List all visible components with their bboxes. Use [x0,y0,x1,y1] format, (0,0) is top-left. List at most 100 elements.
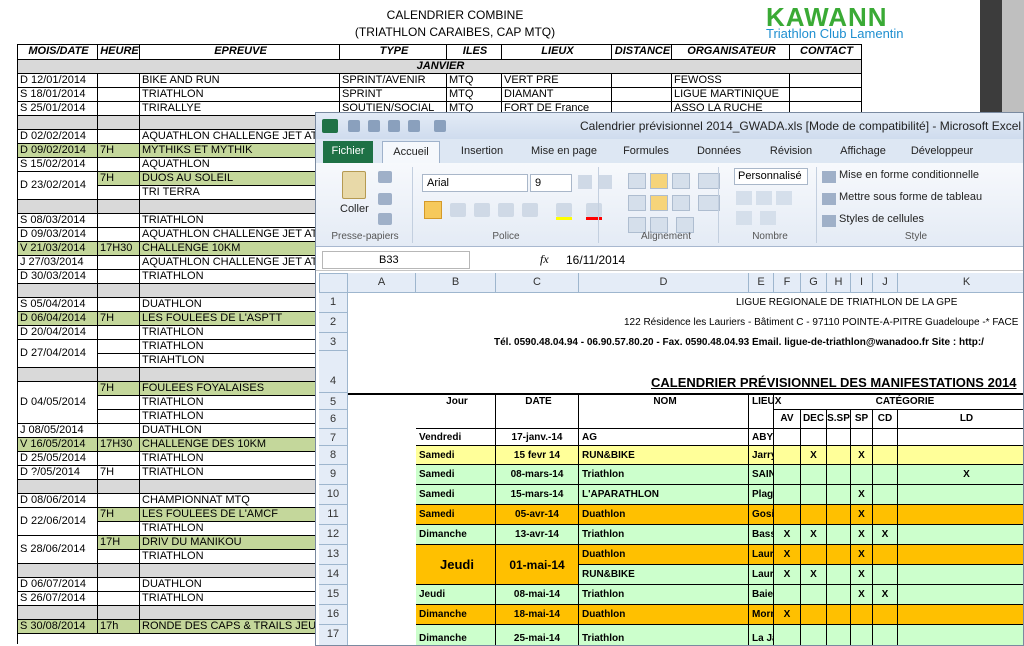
empty-cell[interactable] [873,565,898,585]
format-button[interactable] [498,203,514,217]
cell[interactable]: 25-mai-14 [496,625,579,645]
empty-cell[interactable] [898,625,1023,645]
align-button[interactable] [628,195,646,211]
cell[interactable]: X [774,545,801,565]
empty-cell[interactable] [873,465,898,485]
cell[interactable]: Samedi [416,505,496,525]
column-letter[interactable]: H [827,273,851,293]
quick-access-icon[interactable] [434,120,446,132]
cell[interactable]: 08-mai-14 [496,585,579,605]
cell[interactable]: Plage de la Datcha -Gosier- [749,485,882,505]
number-button[interactable] [736,191,752,205]
cell[interactable]: Samedi [416,446,496,465]
column-letter[interactable]: F [774,273,801,293]
empty-cell[interactable] [851,465,873,485]
cell[interactable]: Dimanche [416,525,496,545]
cell[interactable]: X [873,525,898,545]
style-icon[interactable] [822,215,836,227]
cell[interactable]: L'APARATHLON [579,485,749,505]
quick-access-icon[interactable] [408,120,420,132]
row-number[interactable]: 13 [319,545,348,565]
empty-cell[interactable] [873,505,898,525]
ribbon-tab[interactable]: Insertion [460,145,504,157]
align-button[interactable] [628,173,646,189]
column-letter[interactable]: K [898,273,1023,293]
row-number[interactable]: 3 [319,333,348,351]
row-number[interactable]: 16 [319,605,348,625]
number-button[interactable] [736,211,752,225]
ribbon-tab[interactable]: Développeur [910,145,974,157]
paste-icon[interactable] [342,171,366,199]
cell[interactable]: Triathlon [579,525,749,545]
empty-cell[interactable] [801,605,827,625]
cell[interactable]: 05-avr-14 [496,505,579,525]
empty-cell[interactable] [898,446,1023,465]
empty-cell[interactable] [774,446,801,465]
quick-access-icon[interactable] [348,120,360,132]
cell[interactable]: X [851,505,873,525]
ribbon-tab[interactable]: Mise en page [530,145,598,157]
cell[interactable]: Samedi [416,485,496,505]
column-letter[interactable]: G [801,273,827,293]
cell[interactable]: Samedi [416,465,496,485]
format-button[interactable] [522,203,538,217]
cell[interactable]: Vendredi [416,429,496,446]
row-number[interactable]: 7 [319,429,348,446]
align-button[interactable] [650,173,668,189]
cell[interactable]: X [851,545,873,565]
style-button[interactable]: Mise en forme conditionnelle [839,169,980,181]
cell[interactable]: AG [579,429,749,446]
empty-cell[interactable] [801,625,827,645]
empty-cell[interactable] [873,446,898,465]
cell[interactable]: X [898,465,1023,485]
cell[interactable]: X [801,446,827,465]
align-button[interactable] [672,195,690,211]
cell[interactable]: La Jaille "Petits Loups" [749,625,864,645]
empty-cell[interactable] [827,545,851,565]
cell[interactable]: Duathlon [579,605,749,625]
empty-cell[interactable] [801,485,827,505]
row-number[interactable]: 10 [319,485,348,505]
empty-cell[interactable] [898,505,1023,525]
cell[interactable]: X [873,585,898,605]
cell[interactable]: Jeudi [416,585,496,605]
align-button[interactable] [650,217,668,233]
cell[interactable]: Triathlon [579,585,749,605]
column-letter[interactable]: E [749,273,774,293]
align-button[interactable] [698,195,720,211]
row-number[interactable]: 17 [319,625,348,645]
cell[interactable]: 01-mai-14 [496,545,579,585]
empty-cell[interactable] [873,625,898,645]
format-button[interactable] [450,203,466,217]
style-button[interactable]: Styles de cellules [839,213,924,225]
cell[interactable]: X [774,605,801,625]
cell[interactable]: RUN&BIKE [579,446,749,465]
cell[interactable]: X [851,525,873,545]
cell[interactable]: Duathlon [579,545,749,565]
clipboard-icon[interactable] [378,193,392,205]
empty-cell[interactable] [827,465,851,485]
ribbon-tab[interactable]: Affichage [840,145,886,157]
empty-cell[interactable] [827,605,851,625]
cell[interactable]: Morne-à-l'eau -LASSERE [749,605,870,625]
cell[interactable]: Baie-Mahault [749,585,814,605]
cell[interactable]: X [851,485,873,505]
empty-cell[interactable] [774,429,801,446]
row-number[interactable]: 14 [319,565,348,585]
font-box[interactable]: Arial [422,174,528,192]
font-size-button[interactable] [598,175,612,189]
empty-cell[interactable] [898,605,1023,625]
row-number[interactable]: 2 [319,313,348,333]
format-button[interactable] [586,203,602,217]
font-size-button[interactable] [578,175,592,189]
cell[interactable]: Lauricisque-Pointe a Pitre [749,545,875,565]
name-box[interactable]: B33 [322,251,470,269]
bold-button[interactable] [424,201,442,219]
empty-cell[interactable] [873,545,898,565]
cell[interactable]: Jarry [749,446,776,465]
empty-cell[interactable] [774,585,801,605]
cell[interactable]: ABYMES [749,429,795,446]
column-letter[interactable]: I [851,273,873,293]
cell[interactable]: 15-mars-14 [496,485,579,505]
cell[interactable]: Gosier-BEAUMANOIR [749,505,856,525]
